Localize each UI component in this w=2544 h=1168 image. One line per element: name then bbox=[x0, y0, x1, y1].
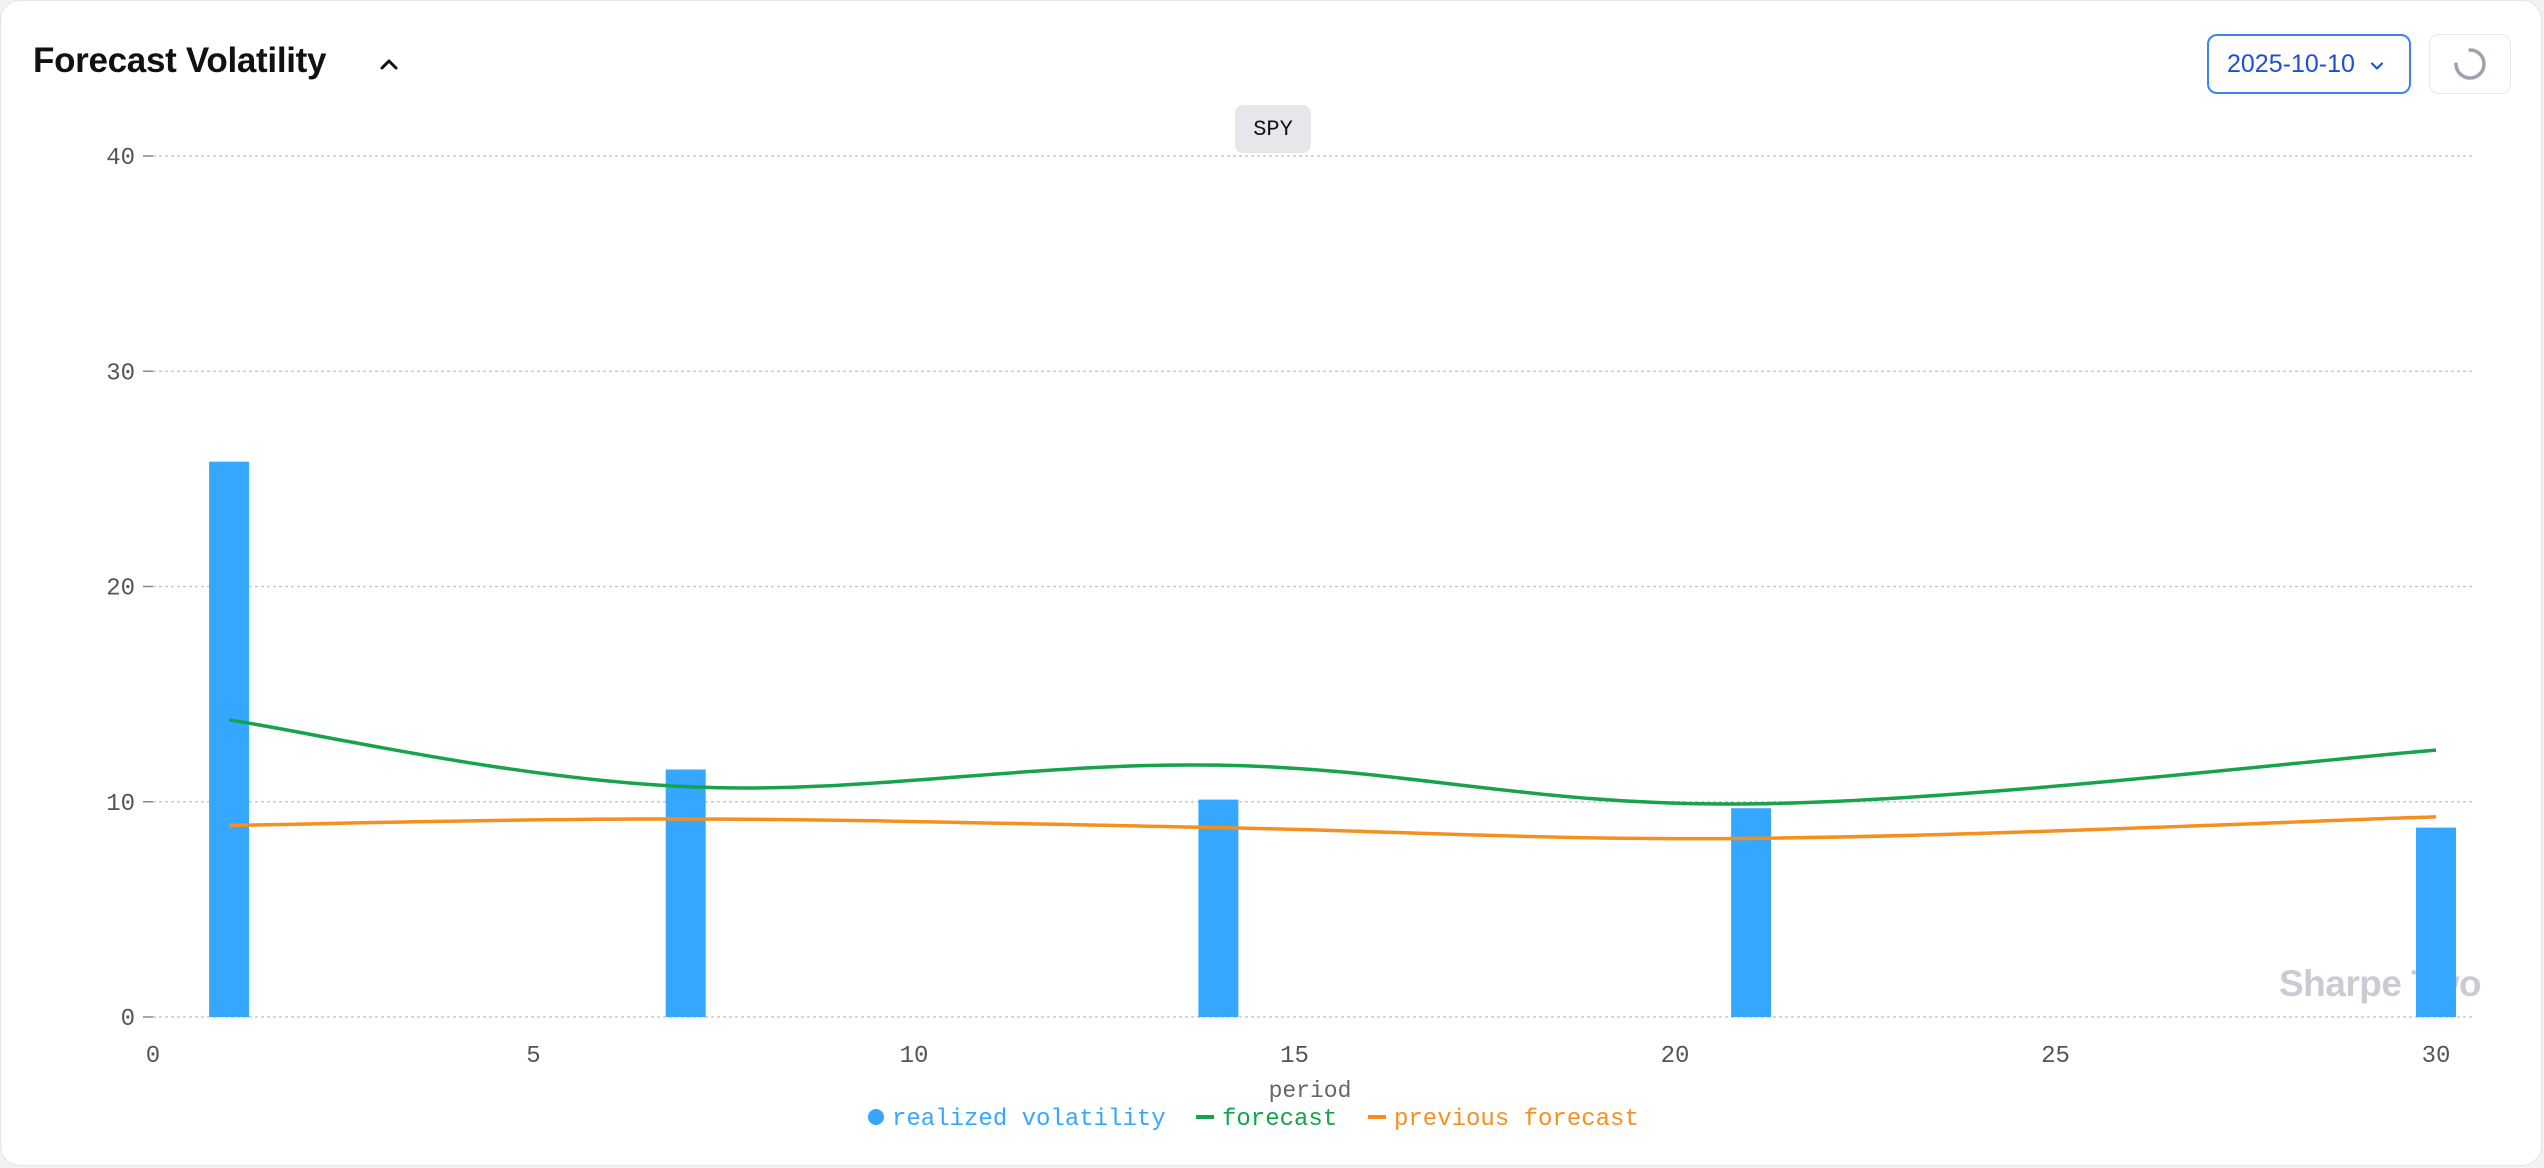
x-tick-label: 5 bbox=[526, 1043, 540, 1070]
previous-forecast-line[interactable] bbox=[229, 815, 2437, 841]
x-tick-label: 25 bbox=[2041, 1043, 2070, 1070]
date-select-value: 2025-10-10 bbox=[2227, 49, 2355, 78]
y-tick-label: 20 bbox=[106, 576, 135, 603]
grid-lines bbox=[153, 155, 2472, 1018]
y-axis-ticks: 0 10 20 30 40 bbox=[106, 145, 153, 1033]
y-tick-label: 10 bbox=[106, 791, 135, 818]
y-tick-label: 0 bbox=[121, 1006, 135, 1033]
y-tick-label: 40 bbox=[106, 145, 135, 172]
x-tick-label: 30 bbox=[2422, 1043, 2451, 1070]
chart-legend: realized volatility forecast previous fore… bbox=[868, 1106, 1639, 1133]
refresh-button[interactable] bbox=[2429, 34, 2511, 94]
chevron-up-icon bbox=[380, 59, 398, 70]
chevron-down-icon bbox=[2370, 62, 2384, 70]
ticker-badge[interactable]: SPY bbox=[1235, 105, 1311, 153]
date-select[interactable]: 2025-10-10 bbox=[2207, 34, 2411, 94]
forecast-line[interactable] bbox=[228, 718, 2437, 806]
x-tick-label: 15 bbox=[1280, 1043, 1309, 1070]
forecast-lines bbox=[228, 718, 2437, 841]
x-tick-label: 10 bbox=[900, 1043, 929, 1070]
legend-marker-realized-volatility bbox=[868, 1109, 884, 1125]
x-tick-label: 0 bbox=[146, 1043, 160, 1070]
realized-volatility-bar[interactable] bbox=[209, 461, 250, 1017]
legend-label-previous-forecast[interactable]: previous forecast bbox=[1394, 1106, 1639, 1133]
realized-volatility-bar[interactable] bbox=[665, 769, 706, 1017]
y-tick-label: 30 bbox=[106, 360, 135, 387]
realized-volatility-bar[interactable] bbox=[1198, 799, 1239, 1017]
x-axis-label: period bbox=[1269, 1078, 1352, 1104]
realized-volatility-bars bbox=[209, 461, 2456, 1017]
card-title: Forecast Volatility bbox=[33, 41, 327, 80]
realized-volatility-bar[interactable] bbox=[1731, 808, 1772, 1017]
collapse-button[interactable] bbox=[369, 45, 409, 85]
legend-label-forecast[interactable]: forecast bbox=[1222, 1106, 1337, 1133]
loading-spinner-icon bbox=[2454, 48, 2486, 80]
realized-volatility-bar[interactable] bbox=[2416, 827, 2456, 1017]
legend-label-realized-volatility[interactable]: realized volatility bbox=[892, 1106, 1166, 1133]
x-axis-ticks: 0 5 10 15 20 25 30 bbox=[146, 1043, 2451, 1070]
x-tick-label: 20 bbox=[1661, 1043, 1690, 1070]
